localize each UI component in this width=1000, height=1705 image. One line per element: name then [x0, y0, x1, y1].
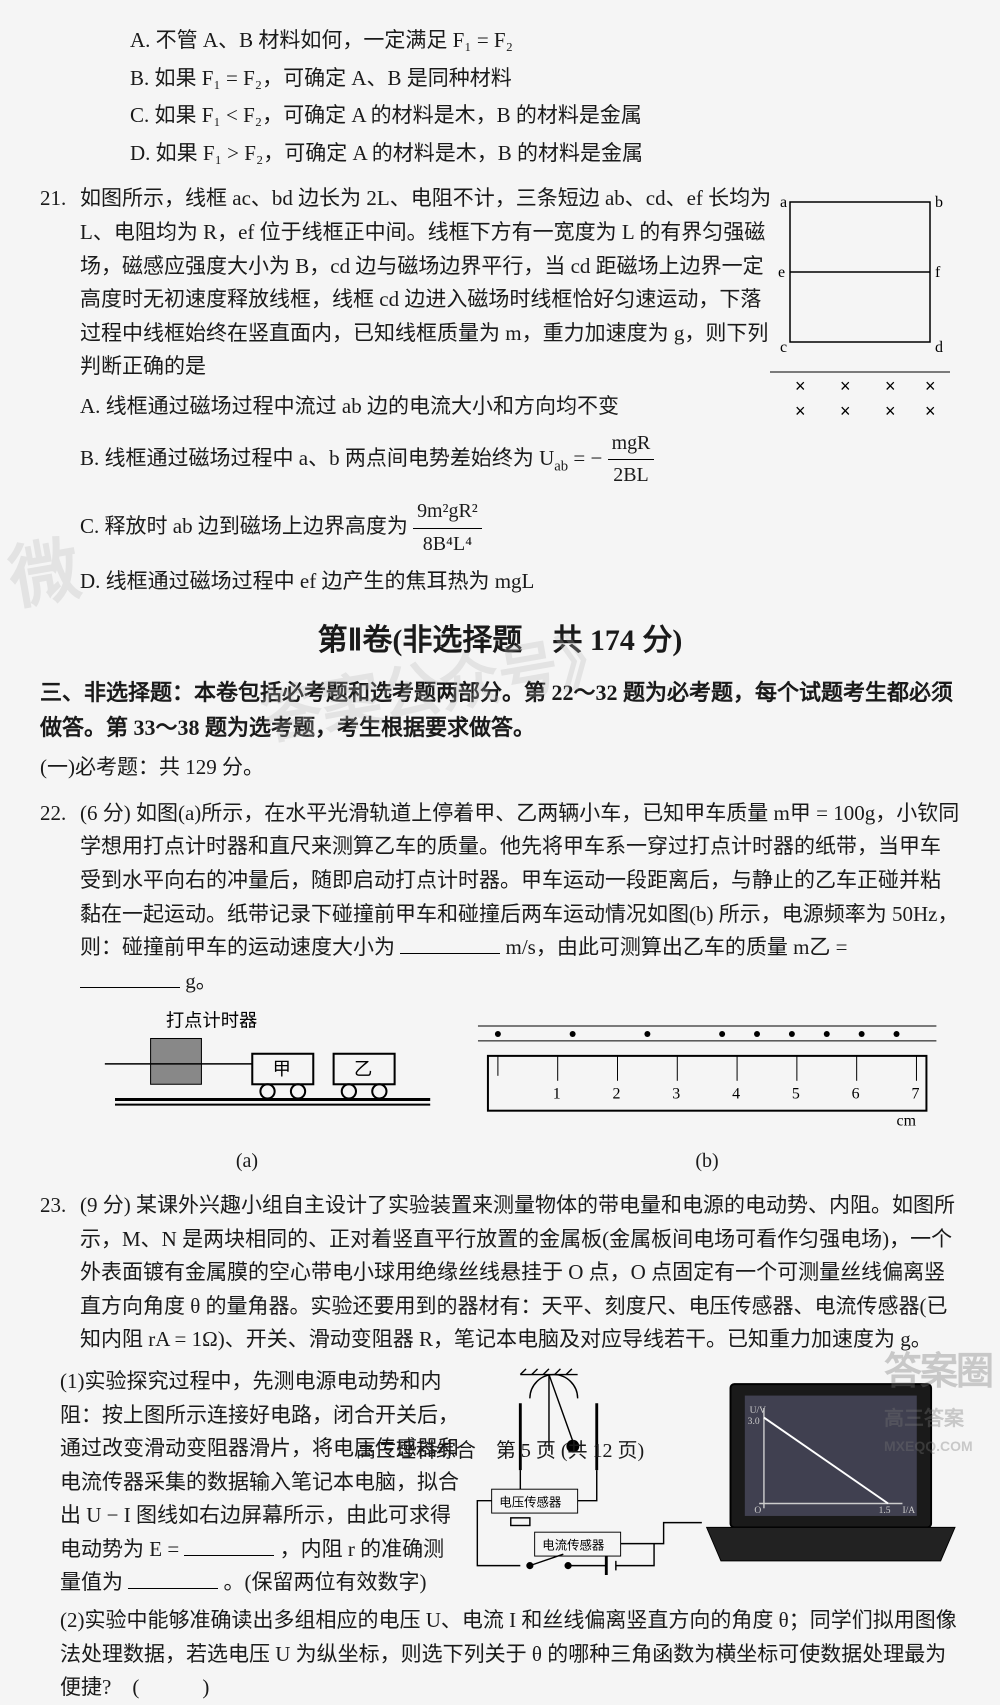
r7: 7: [911, 1085, 919, 1102]
q21-opt-a: A. 线框通过磁场过程中流过 ab 边的电流大小和方向均不变: [80, 390, 780, 424]
q21-optb-pre: B. 线框通过磁场过程中 a、b 两点间电势差始终为 U: [80, 446, 554, 470]
graph-xlabel: I/A: [903, 1505, 916, 1516]
q21-optc-fraction: 9m²gR² 8B⁴L⁴: [413, 496, 482, 561]
section-3-heading: 三、非选择题：本卷包括必考题和选考题两部分。第 22～32 题为必考题，每个试题…: [40, 675, 960, 745]
q21-number: 21.: [40, 182, 66, 216]
r5: 5: [792, 1085, 800, 1102]
q23-blank-r: [128, 1568, 218, 1589]
svg-text:×: ×: [925, 376, 936, 396]
svg-text:×: ×: [795, 376, 806, 396]
lbl-f: f: [935, 264, 941, 281]
timer-label: 打点计时器: [166, 1011, 258, 1031]
car1-label: 甲: [272, 1059, 290, 1079]
section-2-title: 第Ⅱ卷(非选择题 共 174 分): [40, 617, 960, 665]
curr-sensor-label: 电流传感器: [542, 1537, 605, 1552]
q23-number: 23.: [40, 1189, 66, 1223]
q21-optb-sub: ab: [554, 458, 568, 474]
q22-figures: 打点计时器 甲 乙 (a): [40, 1008, 960, 1177]
page-footer: 高三理科综合 第 5 页 (共 12 页): [0, 1435, 1000, 1467]
lbl-a: a: [780, 194, 787, 211]
frac-num: mgR: [608, 428, 655, 461]
sub1-heading: (一)必考题：共 129 分。: [40, 751, 960, 785]
q22-number: 22.: [40, 797, 66, 831]
field-symbols: × × × × × × × ×: [795, 376, 936, 421]
q21-stem: 如图所示，线框 ac、bd 边长为 2L、电阻不计，三条短边 ab、cd、ef …: [80, 186, 771, 378]
q21-optb-fraction: mgR 2BL: [608, 428, 655, 493]
lbl-e: e: [778, 264, 785, 281]
q23-part1-tail: 。(保留两位有效数字): [224, 1570, 427, 1594]
ruler-unit: cm: [896, 1112, 916, 1129]
graph-xmax: 1.5: [879, 1505, 891, 1516]
svg-text:×: ×: [885, 401, 896, 421]
q20-opt-c: C. 如果 F₁ < F₂，可确定 A 的材料是木，B 的材料是金属: [130, 99, 960, 133]
q23-stem: (9 分) 某课外兴趣小组自主设计了实验装置来测量物体的带电量和电源的电动势、内…: [80, 1193, 955, 1351]
lbl-d: d: [935, 339, 943, 356]
logo3: MXEQQ.COM: [884, 1435, 992, 1457]
frac-den: 2BL: [608, 460, 655, 492]
r4: 4: [732, 1085, 740, 1102]
question-22: 22. (6 分) 如图(a)所示，在水平光滑轨道上停着甲、乙两辆小车，已知甲车…: [40, 797, 960, 1177]
q21-opt-b: B. 线框通过磁场过程中 a、b 两点间电势差始终为 Uab = − mgR 2…: [80, 428, 780, 493]
lbl-c: c: [780, 339, 787, 356]
r6: 6: [851, 1085, 859, 1102]
volt-sensor-label: 电压传感器: [499, 1494, 562, 1509]
q20-opt-d: D. 如果 F₁ > F₂，可确定 A 的材料是木，B 的材料是金属: [130, 137, 960, 171]
q21-opt-d: D. 线框通过磁场过程中 ef 边产生的焦耳热为 mgL: [80, 565, 780, 599]
q20-opt-a: A. 不管 A、B 材料如何，一定满足 F₁ = F₂: [130, 24, 960, 58]
q21-optb-mid: = −: [568, 446, 607, 470]
r3: 3: [672, 1085, 680, 1102]
svg-text:×: ×: [795, 401, 806, 421]
q22-figa-label: (a): [54, 1145, 440, 1177]
svg-text:×: ×: [840, 376, 851, 396]
svg-text:×: ×: [885, 376, 896, 396]
svg-text:×: ×: [840, 401, 851, 421]
q21-opt-c: C. 释放时 ab 边到磁场上边界高度为 9m²gR² 8B⁴L⁴: [80, 496, 780, 561]
q22-blank1: [400, 933, 500, 954]
logo-bottom-right: 答案圈 高三答案 MXEQQ.COM: [884, 1342, 992, 1457]
graph-ylabel: U/V: [750, 1405, 767, 1416]
frac-num: 9m²gR²: [413, 496, 482, 529]
car2-label: 乙: [354, 1059, 372, 1079]
q22-fig-b: 1 2 3 4 5 6 7 cm: [468, 1021, 946, 1131]
q22-figb-label: (b): [468, 1145, 946, 1177]
q22-blank2: [80, 967, 180, 988]
svg-text:×: ×: [925, 401, 936, 421]
frac-den: 8B⁴L⁴: [413, 529, 482, 561]
q23-part2: (2)实验中能够准确读出多组相应的电压 U、电流 I 和丝线偏离竖直方向的角度 …: [40, 1604, 960, 1705]
graph-ymax: 3.0: [748, 1416, 760, 1427]
q22-unit1: m/s，由此可测算出乙车的质量 m乙 =: [506, 935, 848, 959]
logo1: 答案圈: [884, 1342, 992, 1403]
q21-diagram: a b e f c d × × × × × × × ×: [770, 192, 950, 422]
q20-options: A. 不管 A、B 材料如何，一定满足 F₁ = F₂ B. 如果 F₁ = F…: [40, 24, 960, 170]
q22-tail: g。: [185, 969, 217, 993]
q22-fig-a: 打点计时器 甲 乙: [54, 1008, 440, 1130]
r1: 1: [553, 1085, 561, 1102]
q23-blank-e: [184, 1535, 274, 1556]
q21-optc-pre: C. 释放时 ab 边到磁场上边界高度为: [80, 515, 413, 539]
lbl-b: b: [935, 194, 943, 211]
q20-opt-b: B. 如果 F₁ = F₂，可确定 A、B 是同种材料: [130, 62, 960, 96]
logo2: 高三答案: [884, 1403, 992, 1435]
graph-origin: O: [755, 1505, 762, 1516]
question-21: 21. 如图所示，线框 ac、bd 边长为 2L、电阻不计，三条短边 ab、cd…: [40, 182, 960, 598]
r2: 2: [612, 1085, 620, 1102]
